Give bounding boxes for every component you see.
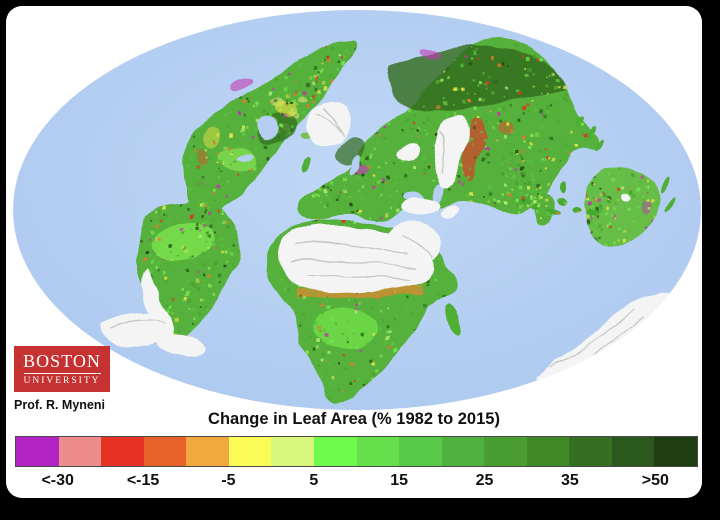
- legend-segment-12: [526, 437, 570, 466]
- legend-tick-label-1: <-15: [126, 472, 160, 489]
- legend-segment-15: [654, 437, 697, 466]
- map-inland-water: [238, 116, 444, 202]
- legend-colorbar: [15, 436, 698, 467]
- legend-segment-8: [356, 437, 400, 466]
- legend-segment-6: [271, 437, 314, 466]
- legend-tick-labels: <-30 <-15 -5 5 15 25 35 >50: [15, 470, 698, 492]
- map-new-zealand: [660, 176, 675, 212]
- bu-logo-line1: BOSTON: [23, 350, 101, 371]
- bu-logo-line2: UNIVERSITY: [23, 372, 101, 386]
- legend-segment-4: [186, 437, 229, 466]
- map-madagascar: [445, 303, 461, 337]
- map-antarctica-left-b: [156, 334, 208, 356]
- legend-tick-label-3: 5: [309, 472, 319, 489]
- legend-segment-2: [101, 437, 144, 466]
- legend-segment-3: [143, 437, 187, 466]
- map-australia: [583, 167, 661, 246]
- map-no-data-regions: [100, 99, 675, 385]
- map-britain: [302, 159, 312, 175]
- legend-tick-label-6: 35: [561, 472, 579, 489]
- legend-tick-label-7: >50: [641, 472, 669, 489]
- legend-segment-10: [441, 437, 485, 466]
- figure-card: BOSTON UNIVERSITY Prof. R. Myneni Change…: [6, 6, 702, 498]
- map-antarctica-right: [536, 293, 675, 385]
- map-japan: [575, 116, 603, 152]
- legend-segment-9: [399, 437, 442, 466]
- bu-logo: BOSTON UNIVERSITY: [14, 346, 110, 392]
- map-greenland: [307, 99, 352, 148]
- legend-tick-label-0: <-30: [41, 472, 74, 489]
- world-map: [13, 10, 701, 410]
- legend-segment-7: [313, 437, 357, 466]
- map-australia-salt-flat: [619, 192, 629, 200]
- legend-tick-label-4: 15: [390, 472, 409, 489]
- legend-title: Change in Leaf Area (% 1982 to 2015): [208, 410, 500, 428]
- legend-segment-14: [611, 437, 655, 466]
- map-kazakh-steppe: [398, 143, 424, 161]
- legend-segment-13: [569, 437, 612, 466]
- map-iran: [440, 205, 460, 219]
- credit-text: Prof. R. Myneni: [14, 398, 105, 412]
- legend-segment-5: [228, 437, 272, 466]
- legend-tick-label-2: -5: [221, 472, 236, 489]
- map-relief-streaks: [110, 105, 647, 373]
- legend-tick-label-5: 25: [475, 472, 494, 489]
- legend-segment-1: [58, 437, 102, 466]
- map-anatolia-iran: [401, 197, 441, 215]
- legend-segment-0: [16, 437, 59, 466]
- legend-segment-11: [484, 437, 527, 466]
- map-arabia: [388, 221, 440, 268]
